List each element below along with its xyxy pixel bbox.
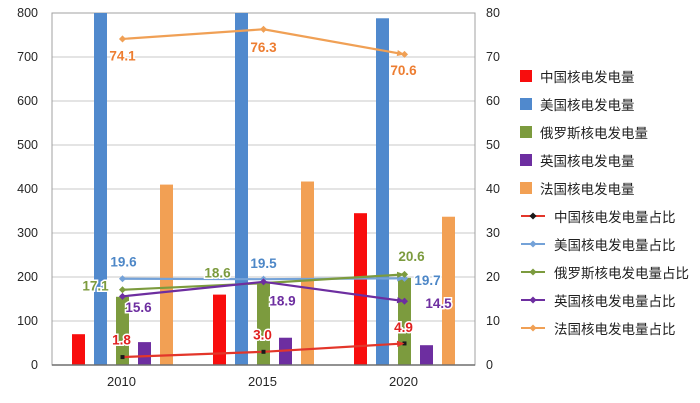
legend-label-china: 中国核电发电量	[540, 70, 635, 85]
legend-swatch-line-china-share	[521, 212, 545, 220]
bar-russia-2010	[116, 296, 129, 365]
legend-label-usa: 美国核电发电量	[540, 98, 635, 113]
legend-item-france-share: 法国核电发电量占比	[520, 314, 698, 342]
marker	[120, 355, 125, 360]
right-axis-tick: 80	[486, 6, 500, 20]
right-axis-tick: 60	[486, 94, 500, 108]
legend-item-usa-share: 美国核电发电量占比	[520, 230, 698, 258]
bar-usa-2015	[235, 13, 248, 365]
data-label-usa-share-2010: 19.6	[110, 254, 137, 269]
legend-label-russia-share: 俄罗斯核电发电量占比	[554, 266, 689, 281]
line-series-china-share	[120, 340, 407, 360]
legend-item-usa: 美国核电发电量	[520, 90, 698, 118]
left-axis-tick: 600	[17, 94, 38, 108]
data-label-france-share-2010: 74.1	[109, 49, 136, 64]
legend-label-france: 法国核电发电量	[540, 182, 635, 197]
x-axis-label-2015: 2015	[248, 374, 277, 389]
left-axis-tick: 700	[17, 50, 38, 64]
right-axis-tick: 20	[486, 270, 500, 284]
line-arrowhead	[396, 271, 405, 278]
marker	[118, 275, 127, 283]
marker	[261, 349, 266, 354]
data-label-china-share-2010: 1.8	[112, 333, 131, 348]
bar-russia-2015	[257, 283, 270, 365]
marker	[118, 286, 127, 294]
legend-label-uk: 英国核电发电量	[540, 154, 635, 169]
legend-item-uk-share: 英国核电发电量占比	[520, 286, 698, 314]
left-axis-tick: 500	[17, 138, 38, 152]
legend-swatch-line-usa-share	[521, 240, 545, 248]
bar-china-2020	[354, 213, 367, 365]
left-axis-tick: 200	[17, 270, 38, 284]
legend-swatch-line-russia-share	[521, 268, 545, 276]
bar-france-2020	[442, 216, 455, 365]
legend-item-russia-share: 俄罗斯核电发电量占比	[520, 258, 698, 286]
line-arrowhead	[396, 297, 405, 304]
legend-label-uk-share: 英国核电发电量占比	[554, 294, 676, 309]
left-axis-tick: 800	[17, 6, 38, 20]
marker	[259, 278, 268, 286]
legend-swatch-square-china	[520, 70, 532, 82]
bar-series-france	[160, 181, 455, 365]
data-label-china-share-2020: 4.9	[394, 320, 413, 335]
legend-swatch-square-russia	[520, 126, 532, 138]
data-label-france-share-2015: 76.3	[250, 40, 277, 55]
data-label-uk-share-2015: 18.9	[269, 293, 295, 308]
marker	[118, 35, 127, 43]
legend-label-usa-share: 美国核电发电量占比	[554, 238, 676, 253]
legend-label-france-share: 法国核电发电量占比	[554, 322, 676, 337]
data-label-china-share-2015: 3.0	[253, 327, 272, 342]
data-label-russia-share-2010: 17.1	[82, 278, 109, 293]
bar-china-2010	[72, 334, 85, 365]
right-axis-tick: 10	[486, 314, 500, 328]
bar-france-2015	[301, 181, 314, 365]
left-axis-tick: 0	[31, 358, 38, 372]
bar-france-2010	[160, 184, 173, 365]
data-label-usa-share-2015: 19.5	[250, 256, 277, 271]
left-axis-tick: 400	[17, 182, 38, 196]
legend-item-uk: 英国核电发电量	[520, 146, 698, 174]
marker	[259, 25, 268, 33]
chart-legend: 中国核电发电量 美国核电发电量 俄罗斯核电发电量 英国核电发电量 法国核电发电量中国核电…	[520, 62, 698, 342]
x-axis-label-2020: 2020	[389, 374, 418, 389]
bar-usa-2020	[376, 18, 389, 366]
data-label-russia-share-2015: 18.6	[204, 266, 231, 281]
bar-usa-2010	[94, 13, 107, 365]
line-arrowhead	[396, 50, 405, 57]
legend-item-china-share: 中国核电发电量占比	[520, 202, 698, 230]
bar-series-china	[72, 213, 367, 365]
bar-uk-2010	[138, 342, 151, 365]
data-label-uk-share-2010: 15.6	[125, 300, 152, 315]
legend-swatch-line-uk-share	[521, 296, 545, 304]
data-label-france-share-2020: 70.6	[390, 63, 417, 78]
legend-label-russia: 俄罗斯核电发电量	[540, 126, 648, 141]
legend-swatch-square-france	[520, 182, 532, 194]
legend-swatch-square-uk	[520, 154, 532, 166]
marker	[118, 292, 127, 300]
legend-label-china-share: 中国核电发电量占比	[554, 210, 676, 225]
legend-item-russia: 俄罗斯核电发电量	[520, 118, 698, 146]
legend-swatch-square-usa	[520, 98, 532, 110]
bar-china-2015	[213, 294, 226, 365]
data-label-usa-share-2020: 19.7	[414, 273, 440, 288]
right-axis-tick: 50	[486, 138, 500, 152]
x-axis-label-2010: 2010	[107, 374, 136, 389]
right-axis-tick: 40	[486, 182, 500, 196]
data-label-russia-share-2020: 20.6	[398, 249, 425, 264]
bar-uk-2020	[420, 345, 433, 365]
line-series-uk-share	[118, 278, 409, 305]
legend-swatch-line-france-share	[521, 324, 545, 332]
left-axis-tick: 100	[17, 314, 38, 328]
line-arrowhead	[396, 340, 405, 347]
right-axis-tick: 30	[486, 226, 500, 240]
data-label-uk-share-2020: 14.5	[425, 296, 452, 311]
right-axis-tick: 70	[486, 50, 500, 64]
right-axis-tick: 0	[486, 358, 493, 372]
legend-item-france: 法国核电发电量	[520, 174, 698, 202]
left-axis-tick: 300	[17, 226, 38, 240]
legend-item-china: 中国核电发电量	[520, 62, 698, 90]
